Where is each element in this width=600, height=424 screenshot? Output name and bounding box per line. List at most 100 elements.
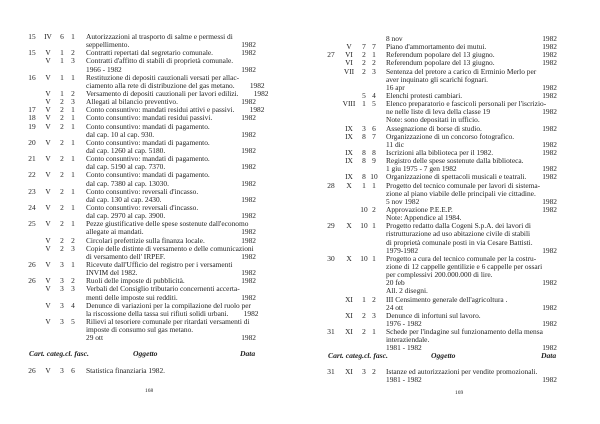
cell-date: 1982 (241, 227, 256, 237)
cell-cart (323, 125, 339, 133)
cell-cl: 2 (60, 235, 64, 245)
table-row: ristrutturazione ad uso abitazione civil… (323, 230, 557, 238)
table-row: di proprietà comunale posti in via Cesar… (323, 238, 557, 247)
cell-cart: 17 (28, 105, 36, 115)
cell-subject: 16 apr (386, 82, 405, 92)
cell-cart (323, 190, 339, 198)
cell-date (527, 287, 557, 295)
cell-categ: V (45, 259, 51, 269)
cell-cart (323, 157, 339, 165)
table-row: zione al piano viabile delle principali … (323, 188, 557, 198)
table-row: 24 V 2 1 Conto consuntivo: reversali d'incas… (24, 203, 256, 212)
cell-subject: dal cap. 10 al cap. 930. (86, 129, 155, 139)
cell-cart (323, 76, 339, 84)
cell-subject: zione di 12 cappelle gentilizie e 6 capp… (386, 261, 543, 271)
cell-cart: 30 (327, 253, 335, 263)
table-row: di versamento dell' IRPEF. 1982 (24, 252, 256, 261)
cell-subject: Elenco preparatorio e fascicoli personal… (386, 99, 547, 109)
cell-subject: Referendum popolare del 13 giugno. (386, 50, 495, 60)
cell-cart (24, 228, 40, 236)
cell-categ: V (346, 42, 352, 52)
cell-cl: 2 (60, 170, 64, 180)
cell-fasc: 1 (71, 32, 75, 41)
cell-fasc: 5 (71, 316, 75, 326)
cell-categ: V (45, 186, 51, 196)
cell-subject: zione al piano viabile delle principali … (386, 188, 536, 198)
cell-cart (323, 230, 339, 238)
cell-cart: 16 (28, 72, 36, 82)
cell-cl: 1 (362, 294, 366, 304)
cell-subject: Conto consuntivo: mandati di pagamento. (86, 121, 210, 131)
inventory-list-continued: 26 V 3 6 Statistica finanziaria 1982. (24, 366, 256, 375)
cell-date: 1982 (241, 292, 256, 302)
cell-subject: aver inquinato gli scarichi fognari. (386, 74, 488, 84)
cell-subject: Progetto redatto dalla Cogeni S.p.A. dei… (386, 221, 531, 231)
cell-fasc: 1 (372, 327, 376, 337)
cell-categ: V (45, 366, 51, 375)
cell-subject: Denunce di variazioni per la compilazion… (86, 300, 251, 310)
cell-categ (339, 263, 359, 271)
cell-cart (24, 285, 40, 293)
cell-categ: V (45, 113, 51, 123)
cell-date: 1982 (542, 82, 557, 92)
cell-subject: interaziendale. (386, 335, 430, 345)
table-row: 29 X 10 1 Progetto redatto dalla Cogeni S.p.… (323, 222, 557, 230)
cell-subject: INVIM del 1982. (86, 268, 138, 278)
cell-cart: 23 (28, 186, 36, 196)
cell-date (226, 367, 256, 375)
table-row: seppellimento. 1982 (24, 40, 256, 49)
cell-cl: 2 (60, 105, 64, 115)
cell-subject: Note: Appendice al 1984. (386, 213, 462, 223)
cell-fasc: 1 (71, 154, 75, 164)
cell-date: 1982 (542, 278, 557, 288)
cell-subject: Sentenza del pretore a carico di Erminio… (386, 66, 537, 76)
cell-categ: V (45, 56, 51, 66)
cell-categ: XI (345, 367, 353, 376)
table-row: 20 V 2 1 Conto consuntivo: mandati di pagame… (24, 138, 256, 147)
cell-date: 1982 (542, 318, 557, 328)
cell-cart: 26 (28, 276, 36, 286)
cell-subject: 1976 - 1982 (386, 318, 422, 328)
table-row: 1976 - 1982 1982 (323, 318, 557, 328)
cell-date: 1982 (542, 107, 557, 117)
cell-subject: Organizzazione di un concorso fotografic… (386, 131, 515, 141)
cell-cl: 3 (60, 284, 64, 294)
cell-fasc: 7 (372, 42, 376, 52)
inventory-list: 15 IV 6 1 Autorizzazioni al trasporto di sal… (24, 32, 268, 342)
cell-fasc: 3 (71, 243, 75, 253)
cell-fasc: 4 (71, 300, 75, 310)
cell-cart (323, 336, 339, 344)
cell-cl: 5 (362, 90, 366, 100)
table-row: 11 dic 1982 (323, 140, 557, 149)
page-number: 169 (455, 390, 464, 396)
cell-categ: IV (44, 32, 52, 41)
cell-cl: 6 (60, 32, 64, 41)
cell-subject: dal cap. 7380 al cap. 13030. (86, 178, 169, 188)
table-row: 26 V 3 6 Statistica finanziaria 1982. (24, 366, 256, 375)
cell-cl: 2 (362, 327, 366, 337)
cell-categ: X (346, 180, 352, 190)
cell-cl: 10 (360, 253, 368, 263)
cell-subject: 20 feb (386, 278, 405, 288)
table-row: dal cap. 130 al cap. 2430. 1982 (24, 195, 256, 204)
header-subject: Oggetto (431, 351, 456, 360)
inventory-list: 8 nov 1982 V 7 7 Piano d'ammortamento dei mut… (323, 34, 557, 352)
cell-categ: XI (345, 310, 353, 320)
cell-fasc: 3 (71, 284, 75, 294)
cell-cl: 2 (362, 310, 366, 320)
cell-subject: Istanze ed autorizzazioni per vendite pr… (386, 367, 538, 376)
cell-date: 1982 (253, 88, 269, 98)
cell-categ: V (45, 154, 51, 164)
table-row: 28 X 1 1 Progetto del tecnico comunale per l… (323, 180, 557, 190)
cell-cl: 3 (362, 367, 366, 376)
cell-date: 1982 (249, 80, 265, 90)
cell-subject: Pezze giustificative delle spese sostenu… (86, 219, 249, 229)
cell-date: 1982 (241, 162, 256, 172)
cell-cart: 28 (327, 180, 335, 190)
cell-cl: 8 (362, 131, 366, 141)
table-row: VIII 1 5 Elenco preparatorio e fascicoli pe… (323, 99, 557, 109)
cell-cart (323, 149, 339, 157)
cell-cl: 7 (362, 42, 366, 52)
cell-subject: ristrutturazione ad uso abitazione civil… (386, 229, 531, 239)
cell-cart (323, 296, 339, 304)
